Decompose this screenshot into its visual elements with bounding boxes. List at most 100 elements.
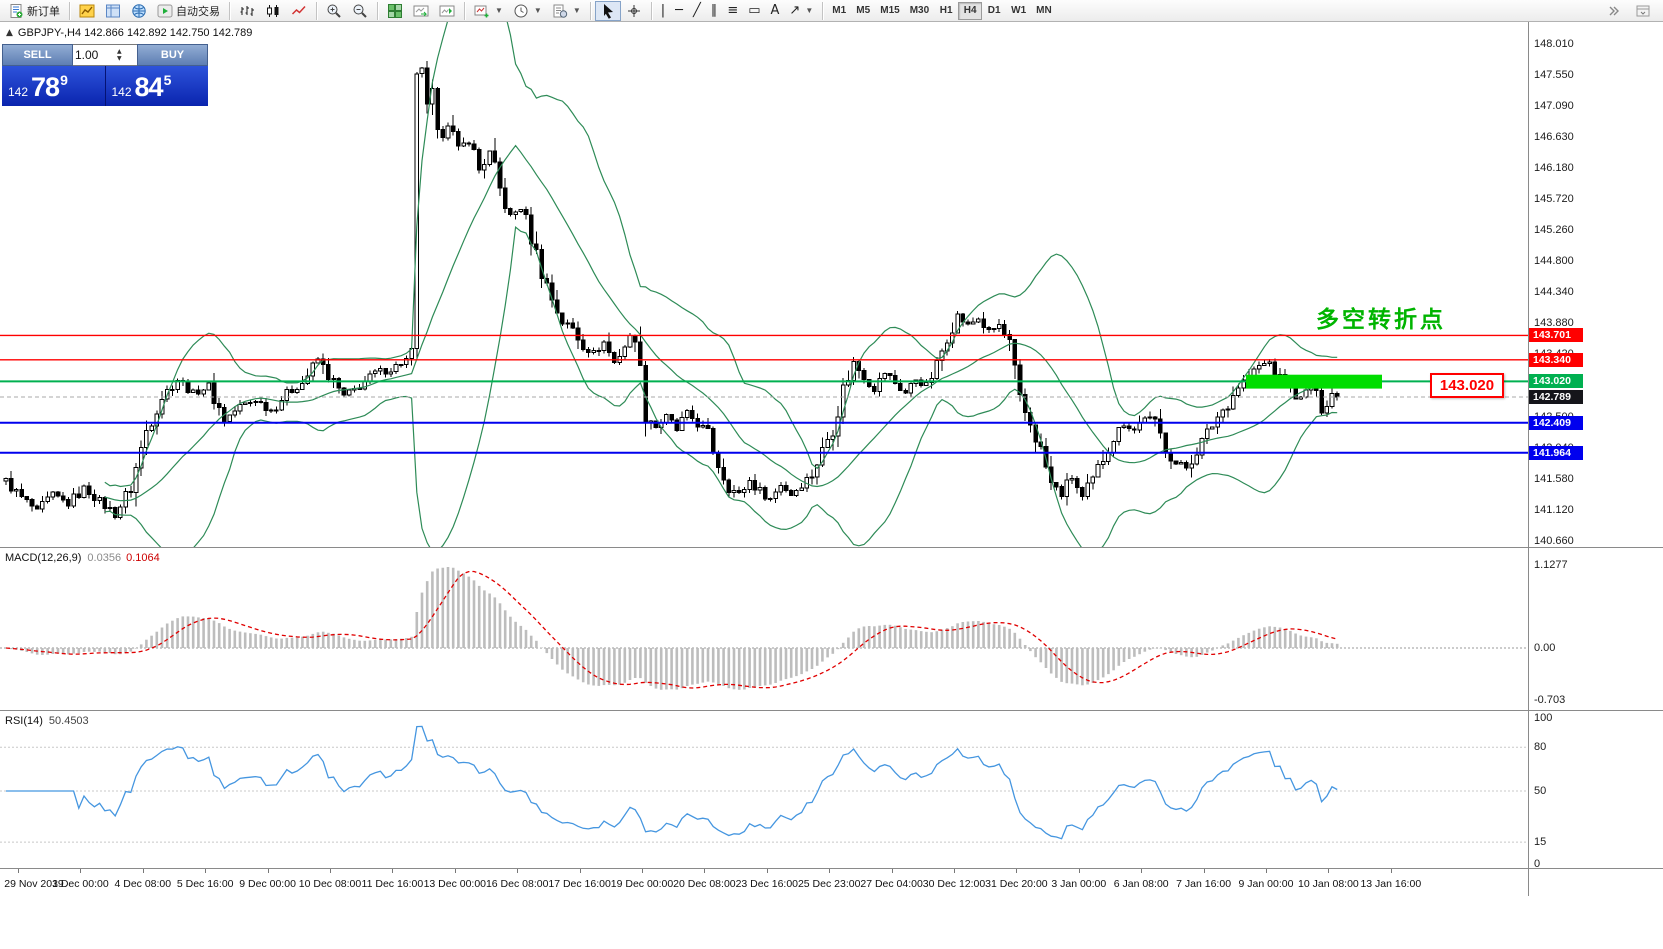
volume-input[interactable] [73, 48, 117, 62]
time-axis-tick [1203, 869, 1205, 873]
timeframe-button-m30[interactable]: M30 [905, 2, 934, 20]
new-chart-button[interactable]: ▼ [469, 1, 508, 21]
tile-windows-icon [387, 3, 403, 19]
time-axis-label: 29 Nov 2019 [4, 878, 64, 890]
sell-price-panel[interactable]: 142 789 [2, 66, 106, 106]
rsi-axis-label: 80 [1534, 741, 1547, 754]
chevron-down-icon: ▼ [805, 6, 814, 15]
time-axis-tick [267, 869, 269, 873]
rsi-indicator-chart[interactable] [0, 711, 1528, 868]
panel-separator[interactable] [0, 710, 1663, 711]
time-axis[interactable]: 29 Nov 2019 3 Dec 00:00 4 Dec 08:00 5 Dec 1… [0, 869, 1528, 896]
auto-scroll-button[interactable] [408, 1, 434, 21]
chart-shift-button[interactable] [434, 1, 460, 21]
time-axis-tick [1016, 869, 1018, 873]
toolbar-overflow-button[interactable] [1600, 1, 1626, 21]
price-axis-label: 146.630 [1534, 131, 1574, 144]
time-axis-label: 10 Jan 08:00 [1298, 878, 1359, 890]
level-price-box: 141.964 [1529, 445, 1583, 460]
line-chart-button[interactable] [286, 1, 312, 21]
rsi-name: RSI(14) [5, 715, 43, 727]
time-axis-tick [392, 869, 394, 873]
time-axis-tick [80, 869, 82, 873]
vertical-line-button[interactable]: | [656, 1, 670, 21]
macd-axis-label: 1.1277 [1534, 559, 1568, 571]
panel-separator[interactable] [0, 547, 1663, 548]
timeframe-button-d1[interactable]: D1 [982, 2, 1006, 20]
buy-price-panel[interactable]: 142 845 [105, 66, 208, 106]
auto-trading-label: 自动交易 [176, 5, 220, 18]
price-axis[interactable]: 148.010 147.550 147.090 146.630 146.180 145.7… [1528, 22, 1663, 896]
new-order-label: 新订单 [27, 5, 60, 18]
toolbar-customize-button[interactable] [1630, 1, 1656, 21]
main-price-chart[interactable] [0, 22, 1528, 547]
time-axis-tick [891, 869, 893, 873]
periods-button[interactable]: ▼ [508, 1, 547, 21]
timeframe-button-mn[interactable]: MN [1031, 2, 1057, 20]
market-watch-button[interactable] [74, 1, 100, 21]
data-window-button[interactable] [100, 1, 126, 21]
spinner-down-icon[interactable]: ▼ [117, 55, 122, 62]
globe-icon [131, 3, 147, 19]
chart-info-bar: ▲ GBPJPY-,H4 142.866 142.892 142.750 142… [6, 27, 252, 39]
chevron-down-icon: ▼ [572, 6, 581, 15]
time-axis-label: 4 Dec 08:00 [114, 878, 172, 890]
level-price-box: 143.020 [1529, 374, 1583, 389]
terminal-button[interactable] [126, 1, 152, 21]
new-order-button[interactable]: 新订单 [3, 1, 65, 21]
templates-button[interactable]: ▼ [547, 1, 586, 21]
fibonacci-retracement-button[interactable]: ≡ [722, 1, 743, 21]
volume-spinner[interactable]: ▲ ▼ [117, 48, 122, 62]
zoom-in-button[interactable] [321, 1, 347, 21]
toolbar-separator [650, 1, 652, 20]
auto-trading-button[interactable]: 自动交易 [152, 1, 225, 21]
horizontal-line-button[interactable]: ─ [670, 1, 688, 21]
ask-pipette: 5 [163, 72, 172, 88]
time-axis-label: 5 Dec 16:00 [176, 878, 234, 890]
bar-chart-button[interactable] [234, 1, 260, 21]
crosshair-button[interactable] [621, 1, 647, 21]
fibonacci-retracement-icon: ≡ [727, 2, 739, 18]
trendline-button[interactable]: ╱ [688, 1, 706, 21]
macd-indicator-chart[interactable] [0, 548, 1528, 710]
timeframe-button-m15[interactable]: M15 [875, 2, 904, 20]
time-axis-label: 9 Jan 00:00 [1238, 878, 1294, 890]
chart-annotation-text[interactable]: 多空转折点 [1316, 306, 1446, 332]
current-price-box: 142.789 [1529, 390, 1583, 405]
zoom-in-icon [326, 3, 342, 19]
timeframe-button-h4[interactable]: H4 [958, 1, 983, 20]
timeframe-button-h1[interactable]: H1 [934, 2, 958, 20]
auto-trading-icon [157, 3, 173, 19]
price-axis-label: 144.340 [1534, 286, 1574, 299]
buy-button[interactable]: BUY [137, 44, 208, 66]
timeframe-button-w1[interactable]: W1 [1006, 2, 1031, 20]
shapes-button[interactable]: ▭ [743, 1, 765, 21]
drawing-tools-group: | ─ ╱ ∥ ≡ ▭ A ↗ ▼ [656, 1, 818, 21]
arrow-objects-icon: ↗ [789, 2, 801, 18]
level-price-box: 143.340 [1529, 352, 1583, 367]
time-axis-tick [954, 869, 955, 873]
candlestick-chart-button[interactable] [260, 1, 286, 21]
price-axis-label: 147.550 [1534, 69, 1574, 82]
sell-button[interactable]: SELL [2, 44, 73, 66]
text-button[interactable]: A [766, 1, 785, 21]
macd-axis-label: 0.00 [1534, 642, 1556, 654]
time-axis-tick [1078, 869, 1080, 873]
macd-title: MACD(12,26,9) 0.0356 0.1064 [5, 552, 160, 564]
timeframe-button-m1[interactable]: M1 [827, 2, 851, 20]
zoom-out-button[interactable] [347, 1, 373, 21]
cursor-button[interactable] [594, 0, 621, 21]
equidistant-channel-button[interactable]: ∥ [706, 1, 723, 21]
tile-windows-button[interactable] [382, 1, 408, 21]
price-callout-label[interactable]: 143.020 [1430, 373, 1504, 398]
timeframe-button-m5[interactable]: M5 [851, 2, 875, 20]
one-click-toggle-icon[interactable]: ▲ [6, 28, 13, 38]
level-price-box: 143.701 [1529, 328, 1583, 343]
text-icon: A [770, 2, 780, 18]
spinner-up-icon[interactable]: ▲ [117, 48, 122, 55]
volume-field: ▲▼ [73, 44, 137, 66]
price-axis-label: 146.180 [1534, 161, 1574, 174]
arrow-objects-button[interactable]: ↗ ▼ [784, 1, 818, 21]
bid-prefix: 142 [8, 85, 29, 99]
